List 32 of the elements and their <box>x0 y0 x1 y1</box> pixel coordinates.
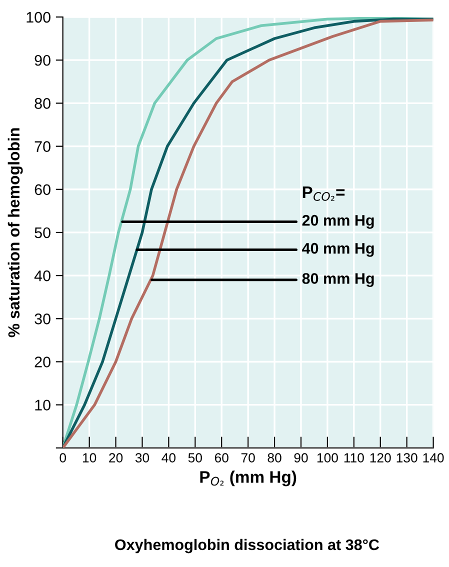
y-tick-label: 20 <box>34 356 50 368</box>
x-tick-label: 80 <box>268 453 282 462</box>
y-tick-label: 100 <box>26 12 50 23</box>
x-tick-label: 0 <box>60 453 66 462</box>
annotation: 40 mm Hg <box>302 242 374 257</box>
x-tick-label: 90 <box>294 453 308 462</box>
x-tick-label: 30 <box>135 453 150 462</box>
y-tick-label: 50 <box>34 227 50 238</box>
text: Oxyhemoglobin dissociation at 38°C <box>115 538 380 554</box>
y-tick-label: 80 <box>34 98 50 109</box>
x-tick-label: 130 <box>396 453 418 462</box>
x-tick-label: 70 <box>241 453 255 462</box>
x-tick-label: 140 <box>423 453 444 462</box>
x-tick-label: 10 <box>82 453 96 462</box>
x-tick-label: 110 <box>344 453 364 462</box>
annotation: 80 mm Hg <box>302 273 374 287</box>
y-tick-label: 60 <box>34 184 50 196</box>
annotation: 20 mm Hg <box>302 214 374 229</box>
y-tick-label: 90 <box>34 54 50 66</box>
x-axis-title: P$_{O₂}$ (mm Hg) <box>200 470 296 486</box>
y-axis-title: % saturation of hemoglobin <box>8 128 23 338</box>
y-tick-label: 70 <box>34 141 50 152</box>
x-tick-label: 100 <box>317 453 338 462</box>
x-tick-label: 20 <box>109 453 123 462</box>
y-tick-label: 40 <box>34 270 50 282</box>
x-tick-label: 120 <box>370 453 391 462</box>
x-tick-label: 60 <box>214 453 228 462</box>
annotation: P$_{CO₂}$= <box>302 186 345 201</box>
y-tick-label: 10 <box>35 400 50 411</box>
x-tick-label: 50 <box>188 453 202 462</box>
x-tick-label: 40 <box>162 453 176 462</box>
y-tick-label: 30 <box>34 314 50 324</box>
